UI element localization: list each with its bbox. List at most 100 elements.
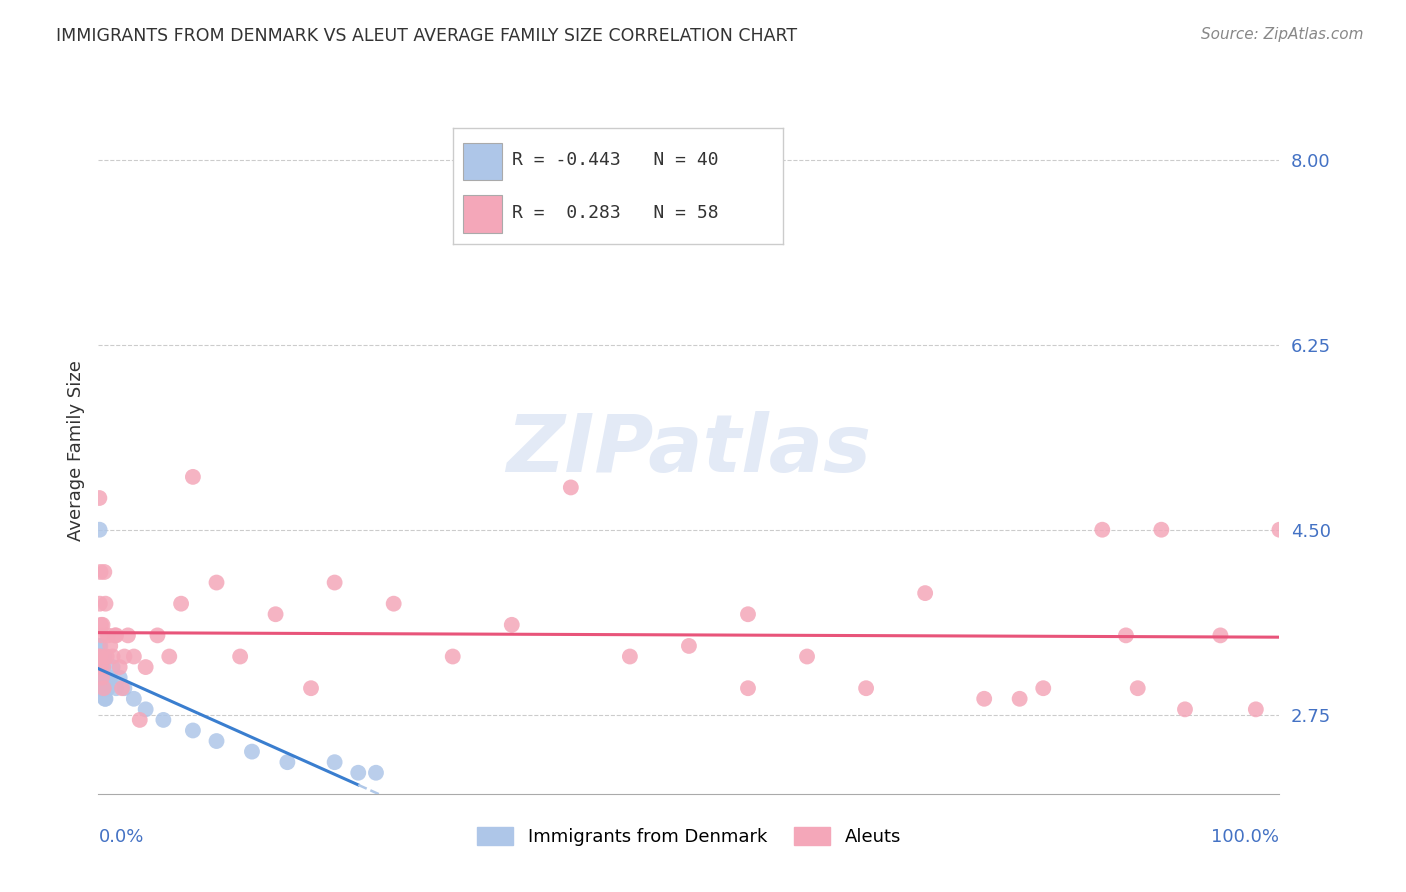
Point bbox=[181, 723, 204, 738]
Point bbox=[108, 671, 131, 685]
Point bbox=[91, 660, 114, 674]
Point bbox=[97, 681, 120, 696]
Point bbox=[1115, 628, 1137, 642]
Point bbox=[240, 745, 263, 759]
Point bbox=[89, 660, 111, 674]
Y-axis label: Average Family Size: Average Family Size bbox=[66, 360, 84, 541]
Point bbox=[276, 755, 298, 769]
Point bbox=[89, 671, 111, 685]
Point bbox=[152, 713, 174, 727]
Text: IMMIGRANTS FROM DENMARK VS ALEUT AVERAGE FAMILY SIZE CORRELATION CHART: IMMIGRANTS FROM DENMARK VS ALEUT AVERAGE… bbox=[56, 27, 797, 45]
Point bbox=[89, 649, 111, 664]
Point bbox=[264, 607, 287, 622]
Point bbox=[205, 734, 228, 748]
Point bbox=[91, 649, 114, 664]
Point bbox=[91, 671, 114, 685]
Point bbox=[89, 523, 111, 537]
Point bbox=[96, 649, 118, 664]
Point bbox=[91, 617, 114, 632]
Point bbox=[181, 470, 204, 484]
Point bbox=[111, 681, 134, 696]
Point bbox=[501, 617, 523, 632]
Point bbox=[105, 628, 128, 642]
Point bbox=[323, 755, 346, 769]
Point bbox=[89, 649, 111, 664]
Point bbox=[90, 628, 112, 642]
Point bbox=[94, 597, 117, 611]
Point bbox=[89, 681, 111, 696]
Point bbox=[678, 639, 700, 653]
Legend: Immigrants from Denmark, Aleuts: Immigrants from Denmark, Aleuts bbox=[470, 820, 908, 854]
Point bbox=[93, 681, 115, 696]
Point bbox=[855, 681, 877, 696]
Point bbox=[90, 617, 112, 632]
Point bbox=[93, 671, 115, 685]
Point bbox=[135, 660, 157, 674]
Point bbox=[122, 691, 145, 706]
Point bbox=[96, 671, 118, 685]
Point bbox=[93, 565, 115, 579]
Point bbox=[90, 660, 112, 674]
Point bbox=[299, 681, 322, 696]
Point bbox=[90, 681, 112, 696]
Point bbox=[796, 649, 818, 664]
Point bbox=[229, 649, 252, 664]
Point bbox=[737, 681, 759, 696]
Point bbox=[101, 660, 124, 674]
Point bbox=[347, 765, 370, 780]
Point bbox=[1032, 681, 1054, 696]
Point bbox=[170, 597, 193, 611]
Point bbox=[87, 660, 110, 674]
Point bbox=[94, 691, 117, 706]
Point bbox=[91, 681, 114, 696]
Point bbox=[382, 597, 405, 611]
Point bbox=[117, 628, 139, 642]
Point bbox=[1091, 523, 1114, 537]
Point bbox=[93, 649, 115, 664]
Point bbox=[619, 649, 641, 664]
Point bbox=[104, 628, 127, 642]
Point bbox=[90, 671, 112, 685]
Point bbox=[89, 639, 111, 653]
Point bbox=[205, 575, 228, 590]
Point bbox=[1126, 681, 1149, 696]
Point bbox=[94, 691, 117, 706]
Point bbox=[105, 681, 128, 696]
Point bbox=[89, 649, 111, 664]
Point bbox=[135, 702, 157, 716]
Point bbox=[90, 565, 112, 579]
Point bbox=[98, 639, 121, 653]
Point bbox=[128, 713, 150, 727]
Point bbox=[89, 649, 111, 664]
Point bbox=[146, 628, 169, 642]
Text: 0.0%: 0.0% bbox=[98, 828, 143, 847]
Point bbox=[90, 671, 112, 685]
Point bbox=[364, 765, 387, 780]
Point bbox=[323, 575, 346, 590]
Point bbox=[1008, 691, 1031, 706]
Point bbox=[441, 649, 464, 664]
Point bbox=[97, 628, 120, 642]
Point bbox=[90, 649, 112, 664]
Point bbox=[157, 649, 180, 664]
Text: Source: ZipAtlas.com: Source: ZipAtlas.com bbox=[1201, 27, 1364, 42]
Point bbox=[90, 660, 112, 674]
Point bbox=[91, 660, 114, 674]
Point bbox=[90, 660, 112, 674]
Point bbox=[1268, 523, 1291, 537]
Point bbox=[122, 649, 145, 664]
Point bbox=[112, 649, 135, 664]
Point bbox=[737, 607, 759, 622]
Point bbox=[973, 691, 995, 706]
Text: ZIPatlas: ZIPatlas bbox=[506, 411, 872, 490]
Point bbox=[90, 681, 112, 696]
Point bbox=[89, 597, 111, 611]
Text: 100.0%: 100.0% bbox=[1212, 828, 1279, 847]
Point bbox=[914, 586, 936, 600]
Point bbox=[112, 681, 135, 696]
Point bbox=[560, 480, 582, 494]
Point bbox=[1174, 702, 1197, 716]
Point bbox=[98, 671, 121, 685]
Point bbox=[89, 491, 111, 505]
Point bbox=[89, 639, 111, 653]
